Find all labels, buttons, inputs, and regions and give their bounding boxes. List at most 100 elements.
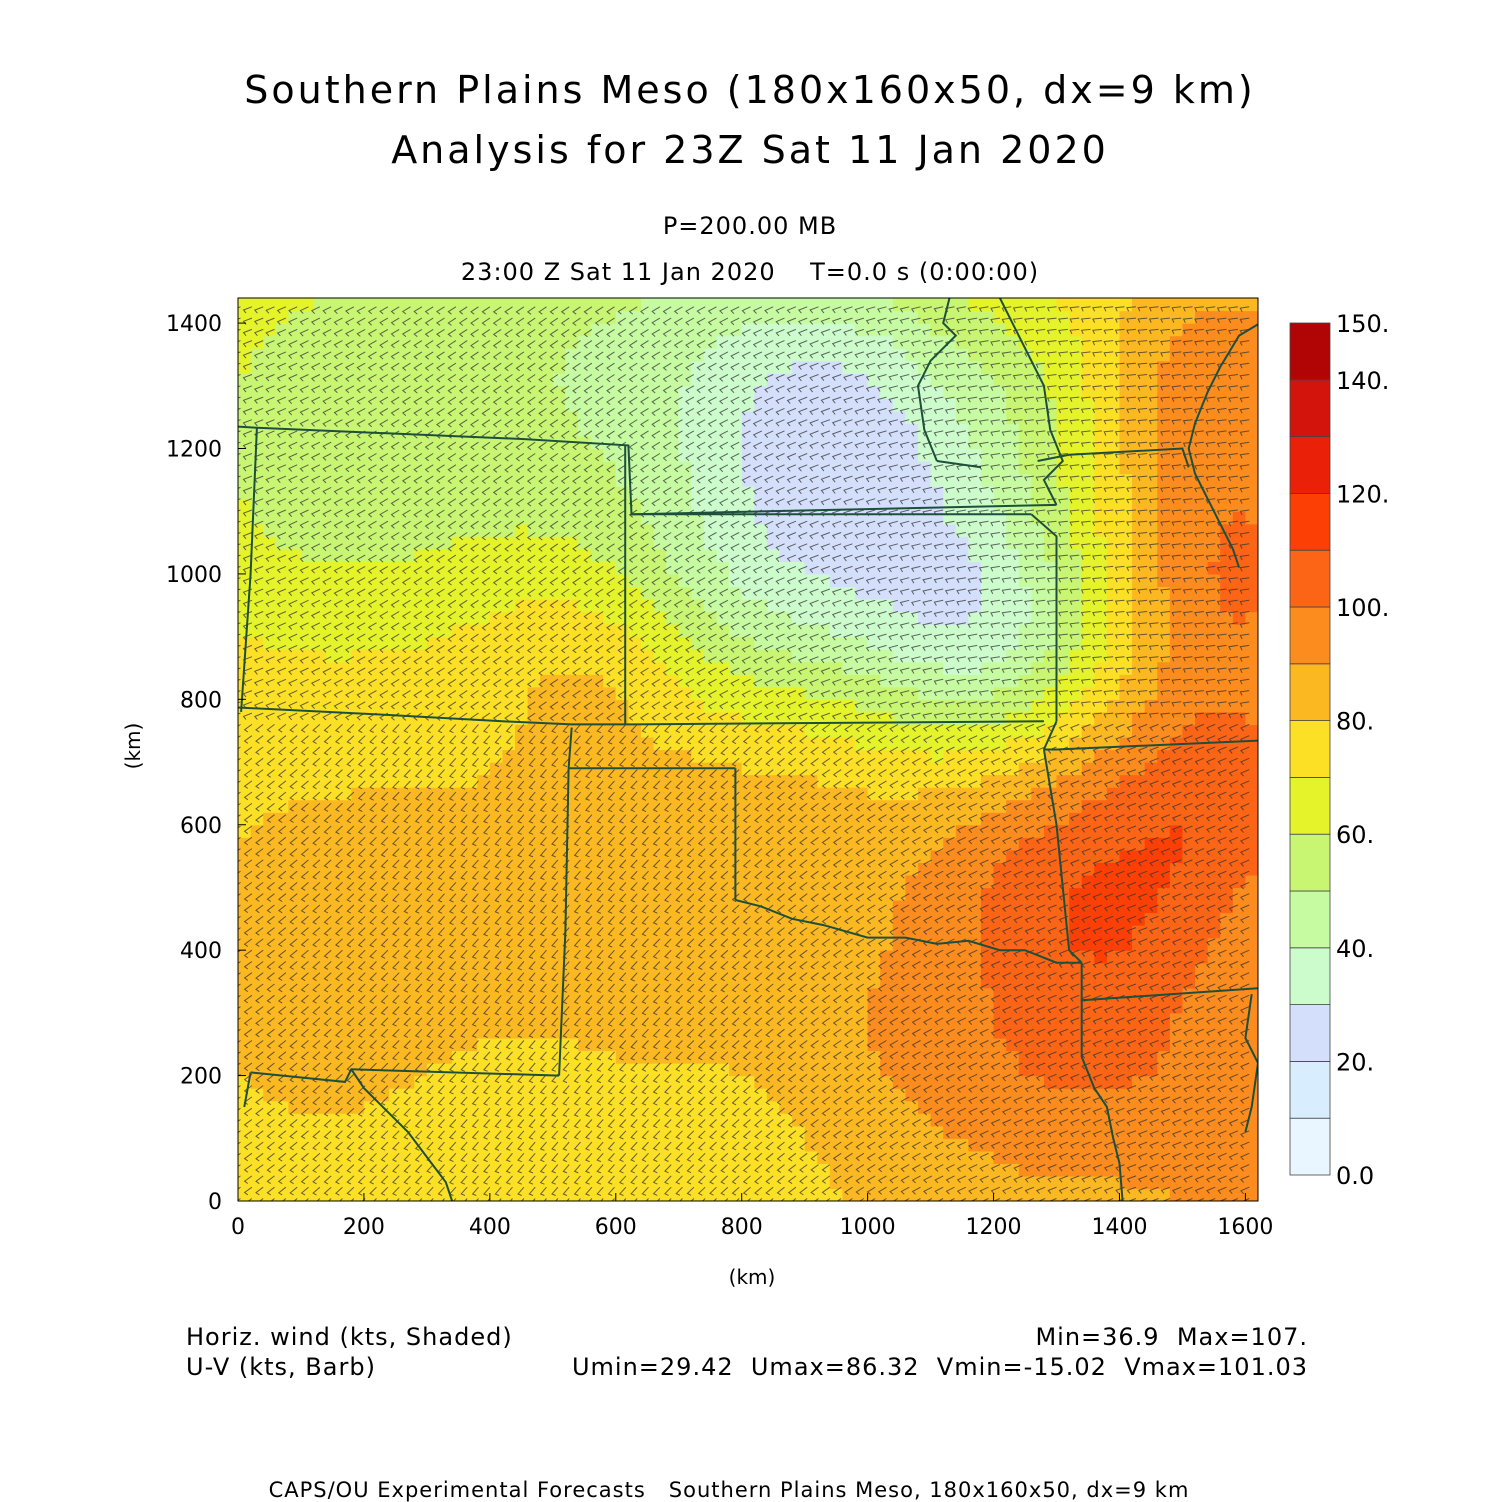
field-cell: [426, 925, 441, 939]
field-cell: [540, 1125, 554, 1139]
field-cell: [275, 1175, 289, 1190]
field-cell: [691, 812, 705, 826]
field-cell: [376, 849, 390, 863]
field-cell: [515, 824, 529, 838]
field-cell: [590, 348, 604, 362]
field-cell: [741, 1025, 755, 1039]
field-cell: [792, 987, 806, 1001]
field-cell: [590, 1163, 604, 1177]
field-cell: [376, 1188, 390, 1201]
field-cell: [968, 586, 982, 600]
field-cell: [363, 962, 378, 976]
field-cell: [615, 1163, 629, 1177]
field-cell: [263, 1138, 277, 1152]
field-cell: [288, 661, 302, 675]
field-cell: [1056, 1037, 1070, 1052]
field-cell: [955, 887, 969, 901]
field-cell: [338, 774, 352, 788]
field-cell: [829, 1012, 844, 1027]
field-cell: [414, 862, 428, 876]
field-cell: [578, 624, 592, 638]
field-cell: [628, 611, 642, 625]
field-cell: [817, 461, 831, 475]
field-cell: [880, 423, 894, 437]
field-cell: [1018, 1025, 1032, 1039]
field-cell: [502, 1000, 516, 1014]
field-cell: [1069, 699, 1083, 713]
field-cell: [691, 925, 705, 939]
field-cell: [1006, 774, 1020, 788]
field-cell: [376, 360, 390, 374]
field-cell: [943, 1037, 957, 1052]
field-cell: [1069, 1088, 1083, 1102]
field-cell: [263, 1088, 277, 1102]
field-cell: [326, 1075, 340, 1089]
field-cell: [414, 486, 428, 500]
field-cell: [238, 862, 252, 876]
field-cell: [338, 448, 352, 462]
field-cell: [666, 649, 680, 663]
field-cell: [590, 1150, 604, 1164]
field-cell: [238, 511, 252, 525]
field-cell: [275, 1125, 289, 1139]
field-cell: [275, 461, 289, 475]
field-cell: [1056, 762, 1070, 776]
field-cell: [540, 498, 554, 512]
field-cell: [955, 473, 969, 487]
field-cell: [930, 812, 944, 826]
field-cell: [376, 774, 390, 788]
field-cell: [414, 573, 428, 588]
field-cell: [729, 937, 743, 951]
field-cell: [250, 561, 264, 575]
field-cell: [565, 937, 579, 951]
field-cell: [603, 1150, 617, 1164]
field-cell: [363, 1012, 378, 1027]
field-cell: [326, 887, 340, 901]
field-cell: [1018, 862, 1032, 876]
field-cell: [892, 360, 906, 374]
field-cell: [628, 849, 642, 863]
field-cell: [527, 523, 541, 537]
field-cell: [817, 1025, 831, 1039]
field-cell: [943, 1125, 957, 1139]
field-cell: [401, 599, 415, 613]
field-cell: [351, 523, 365, 537]
field-cell: [729, 573, 743, 588]
field-cell: [326, 950, 340, 964]
field-cell: [452, 937, 466, 951]
field-cell: [414, 837, 428, 851]
field-cell: [615, 1175, 629, 1190]
field-cell: [300, 699, 315, 713]
field-cell: [313, 1125, 327, 1139]
field-cell: [1018, 423, 1032, 437]
field-cell: [1106, 1037, 1121, 1052]
field-cell: [943, 1012, 957, 1027]
field-cell: [603, 1075, 617, 1089]
field-cell: [426, 900, 441, 914]
field-cell: [804, 649, 818, 663]
field-cell: [993, 812, 1007, 826]
field-cell: [351, 975, 365, 989]
field-cell: [703, 523, 718, 537]
field-cell: [263, 975, 277, 989]
field-cell: [1069, 887, 1083, 901]
field-cell: [1006, 925, 1020, 939]
field-cell: [326, 837, 340, 851]
field-cell: [338, 975, 352, 989]
field-cell: [389, 461, 403, 475]
field-cell: [603, 1088, 617, 1102]
field-cell: [300, 900, 315, 914]
field-cell: [263, 1075, 277, 1089]
field-cell: [238, 925, 252, 939]
field-cell: [300, 686, 315, 700]
field-cell: [603, 837, 617, 851]
field-cell: [1081, 699, 1095, 713]
field-cell: [502, 511, 516, 525]
field-cell: [691, 1037, 705, 1052]
field-cell: [653, 624, 667, 638]
field-cell: [678, 423, 692, 437]
field-cell: [892, 686, 906, 700]
field-cell: [363, 925, 378, 939]
field-cell: [263, 1050, 277, 1064]
field-cell: [452, 824, 466, 838]
